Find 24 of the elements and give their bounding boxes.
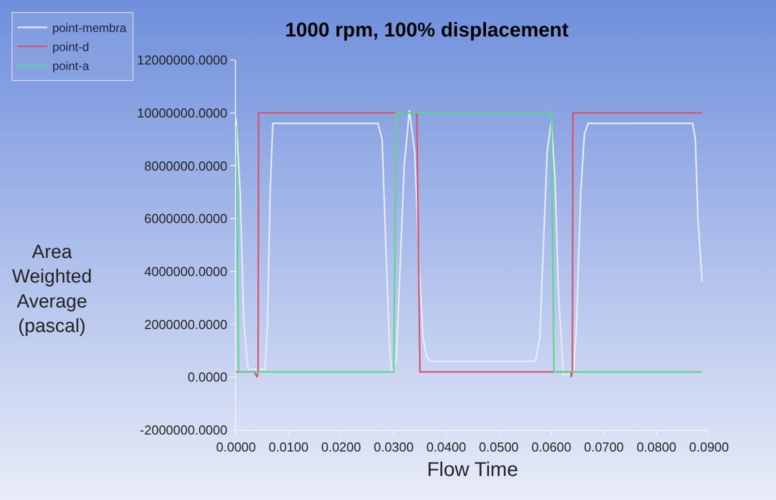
x-tick-label: 0.0600 <box>531 440 572 455</box>
legend-label: point-membra <box>52 21 127 36</box>
x-tick-label: 0.0900 <box>689 440 729 455</box>
y-tick-label: 2000000.0000 <box>144 316 228 332</box>
x-tick-label: 0.0300 <box>374 440 414 455</box>
x-tick-label: 0.0100 <box>268 440 308 455</box>
x-tick-label: 0.0500 <box>478 440 519 455</box>
y-tick-label: -2000000.0000 <box>140 422 228 438</box>
x-tick-label: 0.0400 <box>426 440 466 455</box>
x-tick-label: 0.0800 <box>636 440 676 455</box>
x-tick-label: 0.0200 <box>321 440 361 455</box>
x-tick-label: 0.0700 <box>584 440 624 455</box>
y-tick-label: 10000000.0000 <box>137 105 228 120</box>
y-tick-label: 8000000.0000 <box>144 158 228 174</box>
y-axis-title: Area Weighted Average (pascal) <box>12 242 92 338</box>
y-tick-label: 0.0000 <box>188 370 228 385</box>
legend-label: point-d <box>52 40 90 54</box>
y-tick-label: 4000000.0000 <box>144 264 228 279</box>
legend-label: point-a <box>52 59 90 74</box>
chart-title: 1000 rpm, 100% displacement <box>285 20 569 42</box>
y-tick-label: 12000000.0000 <box>137 52 228 68</box>
y-tick-label: 6000000.0000 <box>144 211 228 226</box>
x-tick-label: 0.0000 <box>216 440 256 455</box>
x-axis-title: Flow Time <box>426 459 518 482</box>
